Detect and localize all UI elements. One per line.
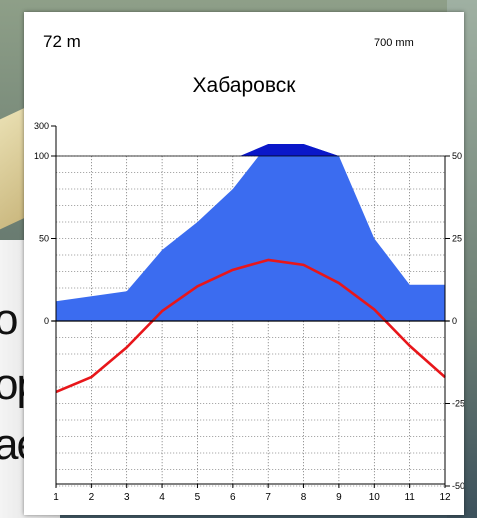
precipitation-excess-cap	[239, 144, 339, 156]
x-tick-label: 3	[124, 492, 130, 503]
right-tick-label: 0	[452, 316, 457, 326]
x-tick-label: 12	[439, 492, 451, 503]
x-tick-label: 1	[53, 492, 59, 503]
x-tick-label: 2	[89, 492, 95, 503]
left-tick-label: 0	[44, 316, 49, 326]
chart-title: Хабаровск	[192, 74, 296, 97]
right-tick-label: 50	[452, 151, 462, 161]
left-tick-label: 100	[34, 151, 49, 161]
left-tick-label: 300	[34, 121, 49, 131]
left-tick-label: 50	[39, 234, 49, 244]
x-tick-label: 4	[159, 492, 165, 503]
x-tick-label: 5	[195, 492, 201, 503]
annual-precipitation: 700 mm	[374, 37, 414, 49]
x-tick-label: 8	[301, 492, 307, 503]
background-text-1: о	[0, 295, 19, 344]
x-tick-label: 10	[369, 492, 381, 503]
precipitation-area	[56, 144, 445, 321]
x-tick-label: 11	[404, 492, 415, 503]
right-tick-label: -25	[452, 399, 464, 409]
right-tick-label: 25	[452, 234, 462, 244]
right-tick-label: -50	[452, 481, 464, 491]
station-elevation: 72 m	[43, 32, 81, 51]
x-tick-label: 7	[265, 492, 271, 503]
temperature-line	[55, 258, 446, 394]
x-tick-label: 6	[230, 492, 236, 503]
x-tick-label: 9	[336, 492, 342, 503]
climate-diagram-card: 72 m 700 mm Хабаровск 0 50 100 300 50 25 0 -25-…	[24, 12, 464, 515]
